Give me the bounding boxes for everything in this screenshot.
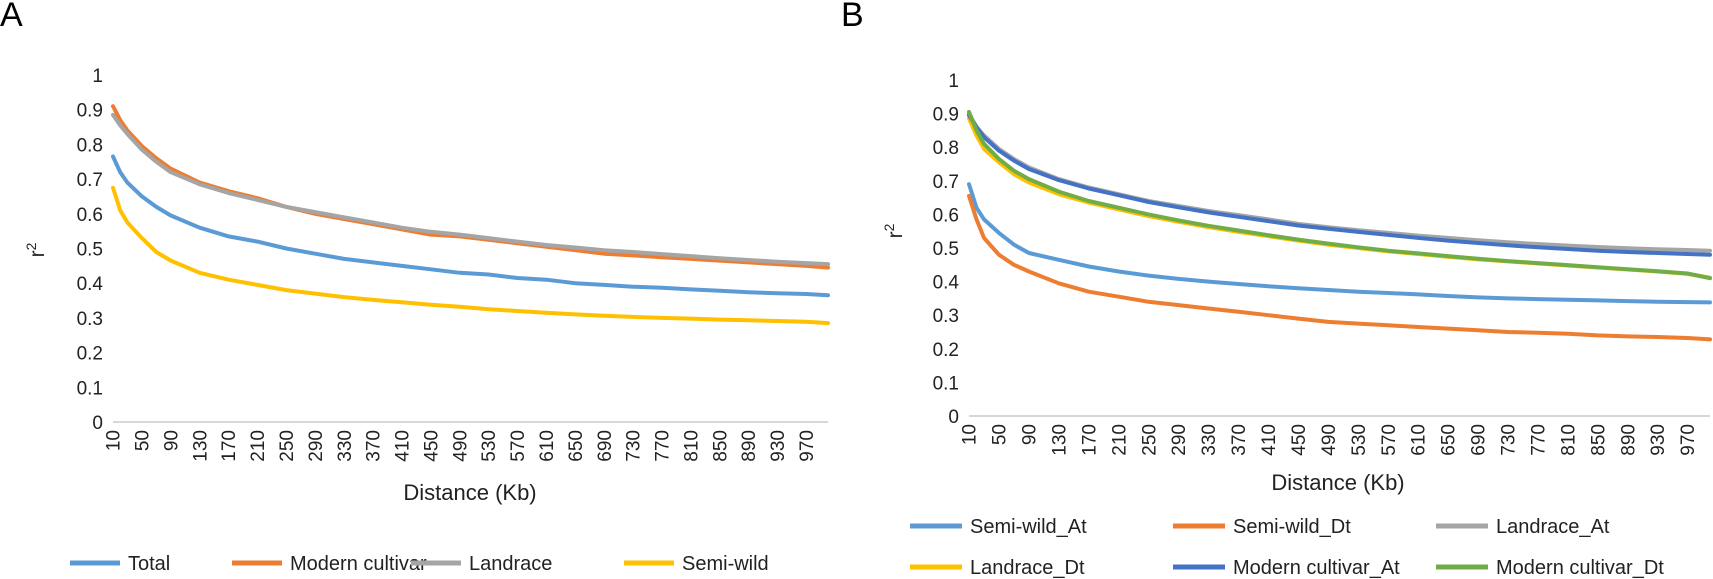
chart-panel-a: 0 0.1 0.2 0.3 0.4 0.5 0.6 0.7 0.8 0.9 1 10 50 90 130 17… [23,66,830,575]
y-tick-label: 0 [92,413,103,434]
x-tick-label: 330 [335,430,356,462]
y-tick-label: 0.2 [77,344,103,365]
panel-a-letter: A [0,0,23,34]
panel-b-letter: B [841,0,864,34]
x-tick-label: 810 [681,430,702,462]
x-tick-label: 90 [161,430,182,451]
x-tick-label: 570 [508,430,529,462]
x-tick-label: 410 [1259,424,1280,456]
y-tick-label: 0.4 [77,274,104,295]
x-tick-label: 210 [248,430,269,462]
x-tick-label: 250 [1139,424,1160,456]
x-tick-label: 370 [364,430,385,462]
x-tick-label: 770 [1528,424,1549,456]
y-tick-label: 0.7 [77,170,103,191]
series-line [111,104,830,270]
legend-label: Landrace [469,553,552,575]
legend-label: Modern cultivar_Dt [1496,557,1664,579]
y-tick-label: 0.8 [933,138,959,159]
legend-label: Modern cultivar [290,553,427,575]
y-tick-label: 0.5 [77,240,103,261]
x-tick-label: 50 [133,430,154,451]
x-tick-label: 450 [1289,424,1310,456]
x-axis-title: Distance (Kb) [1271,470,1404,495]
y-axis-title: r2 [23,242,49,257]
y-tick-label: 0.2 [933,340,959,361]
legend-label: Semi-wild_Dt [1233,516,1351,538]
y-tick-label: 0.6 [933,205,959,226]
x-tick-label: 690 [595,430,616,462]
y-tick-label: 0.9 [933,105,959,126]
series-line [967,109,1712,281]
y-axis-title: r2 [881,223,907,238]
x-tick-label: 890 [1618,424,1639,456]
x-tick-label: 850 [1588,424,1609,456]
series-line [967,113,1712,257]
x-tick-label: 490 [450,430,471,462]
legend-label: Landrace_Dt [970,557,1085,579]
x-tick-label: 810 [1558,424,1579,456]
x-tick-label: 930 [768,430,789,462]
y-tick-label: 0.4 [933,273,960,294]
chart-panel-b: 0 0.1 0.2 0.3 0.4 0.5 0.6 0.7 0.8 0.9 1 10 50 90 130 17… [881,71,1712,579]
y-tick-label: 0.5 [933,239,959,260]
x-tick-label: 250 [277,430,298,462]
x-tick-label: 370 [1229,424,1250,456]
y-tick-label: 0.9 [77,101,103,122]
x-tick-label: 130 [190,430,211,462]
legend-label: Semi-wild [682,553,769,575]
y-tick-label: 0.1 [933,373,959,394]
y-tick-label: 0 [948,407,959,428]
x-tick-label: 290 [306,430,327,462]
x-tick-label: 90 [1020,424,1041,445]
series-line [967,193,1712,342]
x-tick-label: 650 [566,430,587,462]
y-tick-label: 0.8 [77,135,103,156]
x-tick-label: 170 [1079,424,1100,456]
x-tick-label: 570 [1379,424,1400,456]
x-tick-label: 970 [797,430,818,462]
series-line [111,112,830,267]
x-tick-label: 490 [1319,424,1340,456]
x-tick-label: 650 [1439,424,1460,456]
x-tick-label: 850 [710,430,731,462]
x-tick-label: 130 [1049,424,1070,456]
legend-label: Landrace_At [1496,516,1610,538]
series-line [967,182,1712,305]
legend-label: Modern cultivar_At [1233,557,1400,579]
legend-label: Total [128,553,170,575]
y-tick-label: 1 [92,66,103,87]
x-tick-label: 730 [1499,424,1520,456]
x-tick-label: 930 [1648,424,1669,456]
x-tick-label: 610 [537,430,558,462]
x-tick-label: 290 [1169,424,1190,456]
y-tick-label: 0.6 [77,205,103,226]
x-tick-label: 530 [479,430,500,462]
y-tick-label: 0.3 [933,306,959,327]
x-tick-label: 10 [960,424,981,445]
x-tick-label: 730 [624,430,645,462]
series-line [111,154,830,298]
x-tick-label: 210 [1109,424,1130,456]
y-tick-label: 0.7 [933,172,959,193]
x-tick-label: 890 [739,430,760,462]
x-tick-label: 410 [393,430,414,462]
series-line [111,185,830,326]
x-tick-label: 610 [1409,424,1430,456]
x-tick-label: 770 [653,430,674,462]
x-tick-label: 530 [1349,424,1370,456]
x-tick-label: 450 [421,430,442,462]
x-axis-title: Distance (Kb) [403,480,536,505]
y-tick-label: 1 [948,71,959,92]
legend-label: Semi-wild_At [970,516,1087,538]
x-tick-label: 10 [104,430,125,451]
x-tick-label: 170 [219,430,240,462]
y-tick-label: 0.1 [77,378,103,399]
x-tick-label: 330 [1199,424,1220,456]
x-tick-label: 50 [990,424,1011,445]
x-tick-label: 690 [1469,424,1490,456]
x-tick-label: 970 [1678,424,1699,456]
y-tick-label: 0.3 [77,309,103,330]
